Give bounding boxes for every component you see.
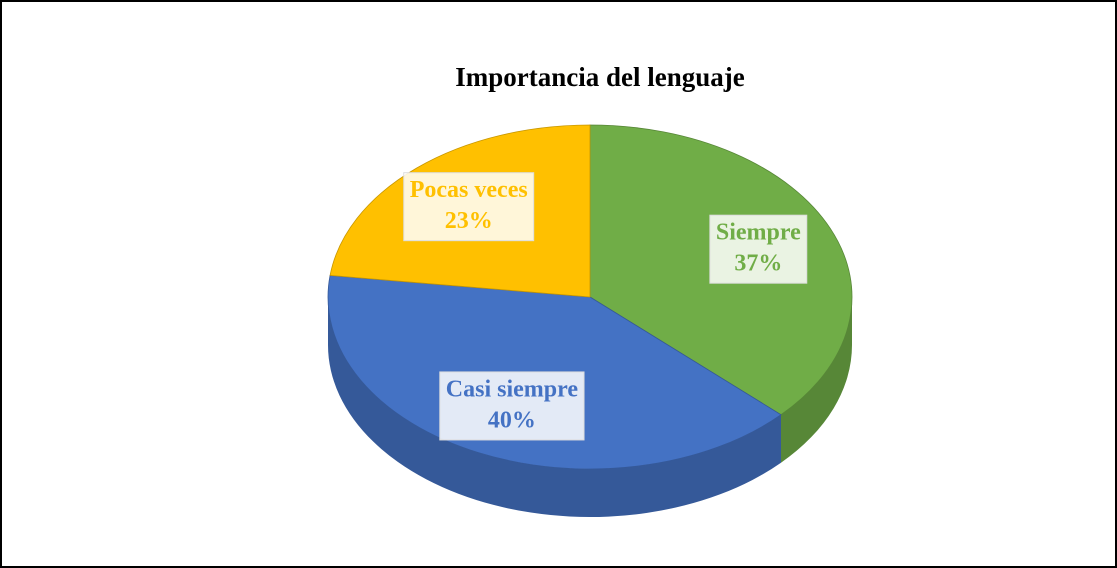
data-label: Siempre 37% [709, 214, 808, 284]
chart-title: Importancia del lenguaje [455, 62, 745, 92]
data-label: Casi siempre 40% [439, 371, 585, 441]
pie-side [328, 297, 781, 518]
label-category: Pocas veces [410, 177, 528, 203]
pie-side [780, 297, 852, 463]
label-box [709, 214, 808, 284]
data-label: Pocas veces 23% [403, 172, 535, 242]
label-value: 23% [445, 208, 493, 234]
label-box [439, 371, 585, 441]
label-category: Casi siempre [446, 376, 579, 402]
label-box [403, 172, 535, 242]
label-value: 37% [734, 251, 782, 277]
label-category: Siempre [716, 220, 801, 246]
label-value: 40% [488, 407, 536, 433]
